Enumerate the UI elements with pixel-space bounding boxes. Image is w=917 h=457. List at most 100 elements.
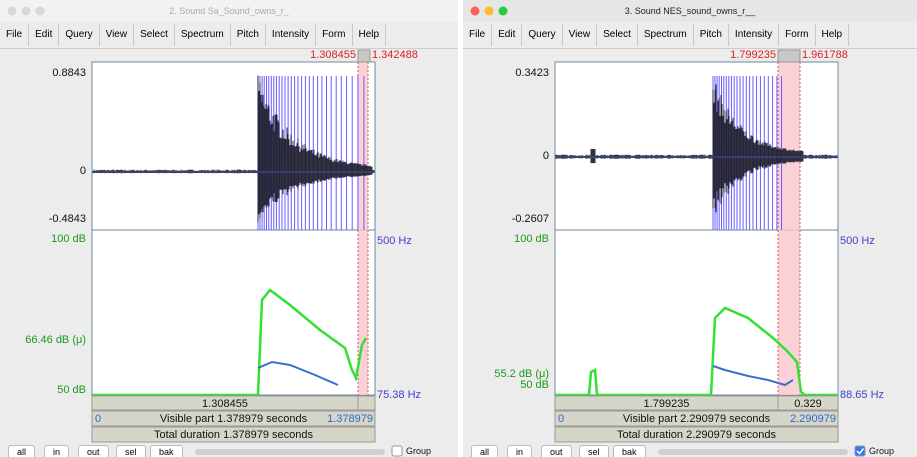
total-duration: Total duration 2.290979 seconds <box>616 429 776 441</box>
selection-start: 1.799235 <box>730 49 776 61</box>
pitch-top: 500 Hz <box>377 235 412 247</box>
pitch-top: 500 Hz <box>840 235 875 247</box>
graphics <box>0 0 458 457</box>
menu-item[interactable]: Edit <box>492 24 523 46</box>
visible-bar <box>554 410 839 427</box>
menu-item[interactable]: Spectrum <box>638 24 694 46</box>
graphics <box>463 0 917 457</box>
menu-item[interactable]: Intensity <box>729 24 780 46</box>
selection-marker <box>357 49 371 63</box>
selection-band <box>778 62 800 395</box>
checkbox <box>391 445 403 457</box>
waveform-panel <box>91 61 376 231</box>
time-bar-label: 1.308455 <box>202 398 248 410</box>
visible-end: 1.378979 <box>327 413 373 425</box>
menu-item[interactable]: File <box>463 24 493 46</box>
menu-item[interactable]: Help <box>353 24 387 46</box>
intensity-curve <box>555 306 838 397</box>
nav-button[interactable]: in <box>44 445 70 457</box>
menu-item[interactable]: Edit <box>29 24 60 46</box>
visible-start: 0 <box>558 413 565 425</box>
waveform-zero: 0 <box>79 165 86 177</box>
menu-item[interactable]: Pitch <box>694 24 729 46</box>
window-control <box>7 6 17 16</box>
menu-bar: File Edit Query View Select Spectrum Pitch Inte… <box>463 22 917 49</box>
pitch-bottom: 75.38 Hz <box>377 389 422 401</box>
menu-item[interactable]: Form <box>316 24 353 46</box>
pitch-curve <box>712 365 794 387</box>
nav-button[interactable]: all <box>471 445 499 457</box>
analysis-panel <box>91 229 376 396</box>
selection-end: 1.961788 <box>802 49 848 61</box>
waveform-min: -0.2607 <box>511 213 549 225</box>
pitch-curve <box>257 360 339 386</box>
time-bar <box>91 395 376 411</box>
time-bar-label: 0.329 <box>794 398 822 410</box>
waveform-min: -0.4843 <box>48 213 86 225</box>
praat-window: 3. Sound NES_sound_owns_r__ File Edit Query… <box>463 0 917 457</box>
intensity-curve <box>92 288 368 397</box>
checkbox <box>854 445 866 457</box>
title-bar <box>0 0 458 22</box>
visible-bar <box>91 410 376 427</box>
nav-button[interactable]: out <box>541 445 572 457</box>
menu-item[interactable]: Pitch <box>231 24 266 46</box>
menu-item[interactable]: Select <box>134 24 175 46</box>
nav-button[interactable]: in <box>507 445 533 457</box>
menu-item[interactable]: File <box>0 24 30 46</box>
visible-text: Visible part 2.290979 seconds <box>622 413 771 425</box>
menu-item[interactable]: View <box>563 24 598 46</box>
group-checkbox-label[interactable]: Group <box>869 446 895 456</box>
total-bar <box>91 426 376 443</box>
nav-button[interactable]: sel <box>579 445 609 457</box>
menu-bar: File Edit Query View Select Spectrum Pitch Inte… <box>0 22 458 49</box>
title-bar <box>463 0 917 22</box>
menu-item[interactable]: View <box>100 24 135 46</box>
menu-item[interactable]: Query <box>59 24 100 46</box>
selection-end: 1.342488 <box>372 49 418 61</box>
selection-marker <box>777 49 801 63</box>
scrollbar <box>195 449 385 455</box>
time-bar <box>554 395 839 411</box>
nav-button[interactable]: bak <box>150 445 183 457</box>
window-control <box>498 6 508 16</box>
intensity-bottom: 50 dB <box>57 384 86 396</box>
window-control <box>470 6 480 16</box>
waveform-zero: 0 <box>542 150 549 162</box>
waveform-max: 0.3423 <box>515 67 549 79</box>
menu-item[interactable]: Select <box>597 24 638 46</box>
nav-button[interactable]: all <box>8 445 36 457</box>
window-control <box>484 6 494 16</box>
menu-item[interactable]: Query <box>522 24 563 46</box>
menu-item[interactable]: Form <box>779 24 816 46</box>
nav-button[interactable]: bak <box>613 445 646 457</box>
selection-band <box>358 62 368 395</box>
total-duration: Total duration 1.378979 seconds <box>153 429 313 441</box>
pitch-bottom: 88.65 Hz <box>840 389 885 401</box>
intensity-cursor: 66.46 dB (μ) <box>25 334 86 346</box>
visible-start: 0 <box>95 413 102 425</box>
waveform-max: 0.8843 <box>52 67 86 79</box>
selection-start: 1.308455 <box>310 49 356 61</box>
nav-button[interactable]: out <box>78 445 109 457</box>
window-control <box>35 6 45 16</box>
visible-text: Visible part 1.378979 seconds <box>159 413 308 425</box>
window-title: 3. Sound NES_sound_owns_r__ <box>624 6 756 16</box>
menu-item[interactable]: Spectrum <box>175 24 231 46</box>
intensity-cursor: 55.2 dB (μ) <box>494 368 549 380</box>
nav-button[interactable]: sel <box>116 445 146 457</box>
visible-end: 2.290979 <box>790 413 836 425</box>
intensity-top: 100 dB <box>514 233 549 245</box>
time-bar-label: 1.799235 <box>643 398 690 410</box>
scrollbar <box>658 449 848 455</box>
window-title: 2. Sound Sa_Sound_owns_r_ <box>169 6 289 16</box>
menu-item[interactable]: Intensity <box>266 24 317 46</box>
intensity-top: 100 dB <box>51 233 86 245</box>
intensity-bottom: 50 dB <box>520 379 549 391</box>
total-bar <box>554 426 839 443</box>
window-control <box>21 6 31 16</box>
check-mark <box>856 448 865 455</box>
group-checkbox-label[interactable]: Group <box>406 446 432 456</box>
menu-item[interactable]: Help <box>816 24 850 46</box>
